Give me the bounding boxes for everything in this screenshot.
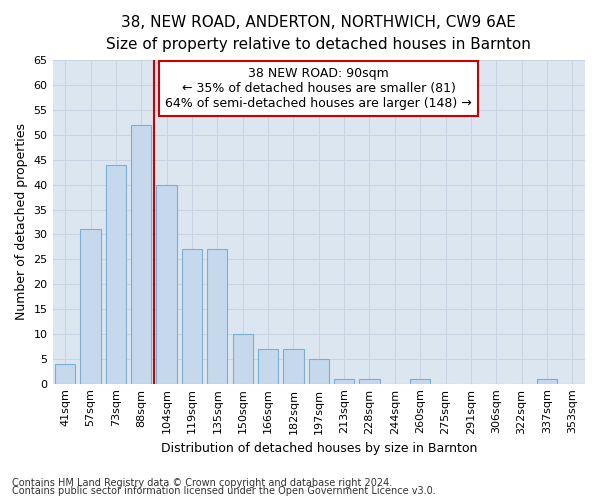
Bar — [308, 359, 329, 384]
Text: Contains HM Land Registry data © Crown copyright and database right 2024.: Contains HM Land Registry data © Crown c… — [12, 478, 392, 488]
Bar — [80, 230, 101, 384]
Bar — [410, 378, 430, 384]
Bar — [283, 349, 304, 384]
Bar — [157, 184, 177, 384]
Bar — [207, 250, 227, 384]
Y-axis label: Number of detached properties: Number of detached properties — [15, 124, 28, 320]
Bar — [359, 378, 380, 384]
Bar — [537, 378, 557, 384]
Bar — [334, 378, 354, 384]
Bar — [258, 349, 278, 384]
Text: Contains public sector information licensed under the Open Government Licence v3: Contains public sector information licen… — [12, 486, 436, 496]
Bar — [131, 125, 151, 384]
Bar — [233, 334, 253, 384]
Title: 38, NEW ROAD, ANDERTON, NORTHWICH, CW9 6AE
Size of property relative to detached: 38, NEW ROAD, ANDERTON, NORTHWICH, CW9 6… — [106, 15, 531, 52]
Bar — [182, 250, 202, 384]
Bar — [55, 364, 76, 384]
Text: 38 NEW ROAD: 90sqm
← 35% of detached houses are smaller (81)
64% of semi-detache: 38 NEW ROAD: 90sqm ← 35% of detached hou… — [166, 67, 472, 110]
X-axis label: Distribution of detached houses by size in Barnton: Distribution of detached houses by size … — [161, 442, 477, 455]
Bar — [106, 165, 126, 384]
